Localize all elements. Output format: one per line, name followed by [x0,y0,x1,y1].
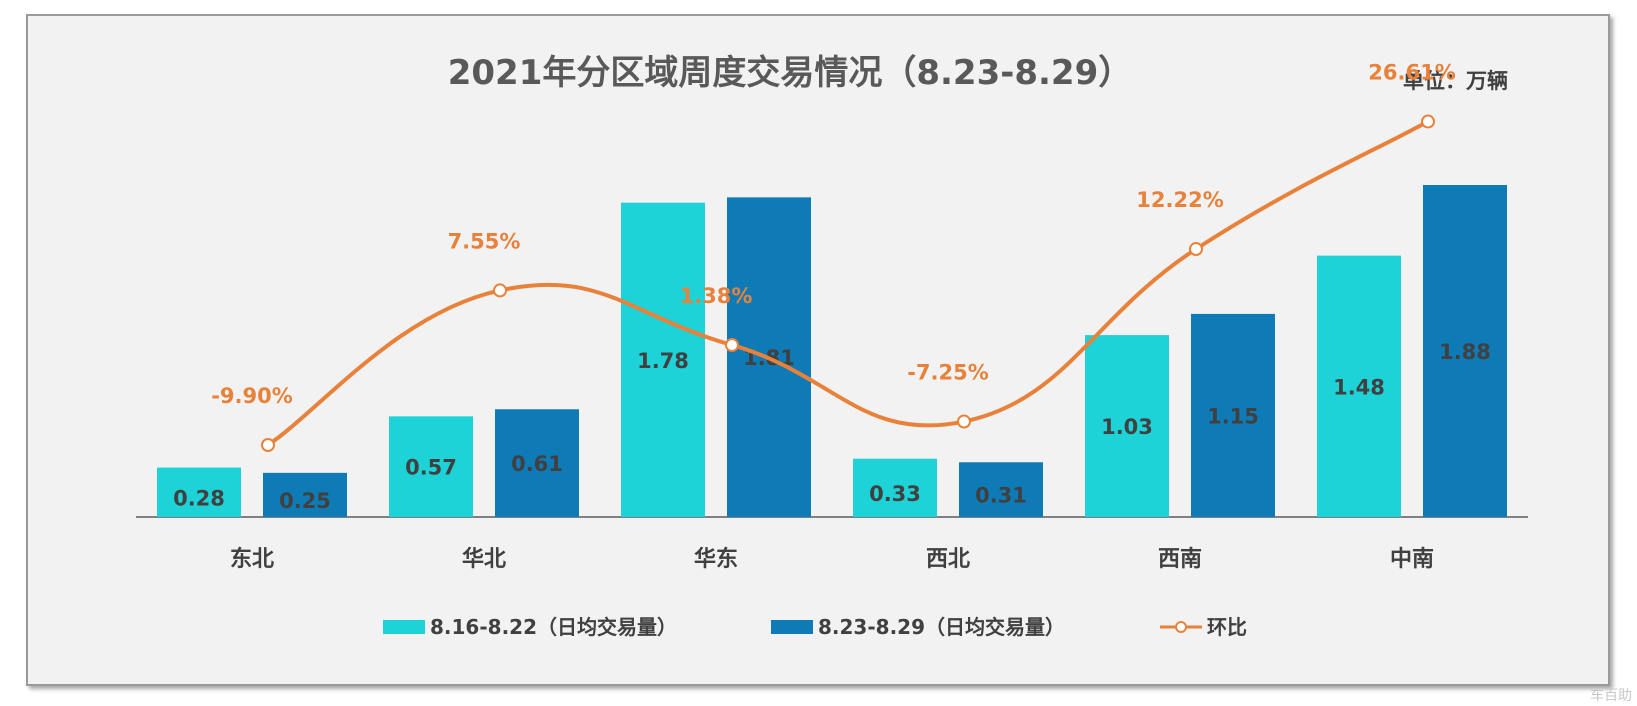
bar-2-4 [1191,313,1275,517]
legend-label-series2: 8.23-8.29（日均交易量） [818,615,1065,639]
legend-line-dot [1175,621,1187,633]
watermark: 车百助 [1590,687,1632,704]
chart-title: 2021年分区域周度交易情况（8.23-8.29） [448,53,1133,93]
bar-label-2-3: 0.31 [975,484,1027,508]
bar-label-2-1: 0.61 [511,452,563,476]
line-label-5: 26.61% [1368,61,1455,85]
bar-1-4 [1085,335,1169,517]
bar-label-2-4: 1.15 [1207,404,1259,428]
line-label-0: -9.90% [211,384,293,408]
bar-2-3 [959,462,1043,517]
bar-1-3 [853,458,937,517]
category-label-4: 西南 [1158,547,1202,572]
legend-label-line: 环比 [1207,615,1247,639]
bar-labels-group: 0.28 0.250.57 0.611.78 1.810.33 0.311.03 1.15… [173,340,1491,513]
bar-1-2 [621,202,705,517]
line-label-2: 1.38% [680,284,753,308]
line-label-3: -7.25% [907,361,989,385]
bar-2-1 [495,409,579,517]
bar-label-2-5: 1.88 [1439,340,1491,364]
bar-label-1-1: 0.57 [405,456,457,480]
bar-label-1-3: 0.33 [869,482,921,506]
line-point-5 [1421,114,1435,129]
bar-1-5 [1317,255,1401,517]
line-label-1: 7.55% [448,229,521,253]
line-point-1 [493,283,507,298]
category-labels-group: 东北 华北 华东 西北 西南 中南 [230,546,1434,572]
line-series-path [266,119,1429,447]
category-label-0: 东北 [230,546,274,572]
line-label-4: 12.22% [1136,188,1223,212]
bar-1-1 [389,416,473,517]
line-series-group: -9.90% 7.55% 1.38% -7.25% 12.22% 26.61% [211,61,1456,452]
bar-label-1-0: 0.28 [173,486,225,510]
bar-2-0 [263,472,347,517]
bar-label-2-0: 0.25 [279,489,331,513]
bar-label-1-4: 1.03 [1101,415,1153,439]
legend-swatch-series1 [383,620,425,634]
bar-label-1-2: 1.78 [637,349,689,373]
legend-label-series1: 8.16-8.22（日均交易量） [430,615,677,639]
bars-group [157,185,1507,518]
category-label-2: 华东 [694,546,738,572]
category-label-1: 华北 [462,546,506,572]
legend: 8.16-8.22（日均交易量） 8.23-8.29（日均交易量） 环比 [383,615,1247,639]
line-point-4 [1189,242,1203,257]
line-point-3 [957,414,971,429]
line-point-0 [261,438,275,452]
bar-label-1-5: 1.48 [1333,375,1385,399]
category-label-5: 中南 [1390,547,1434,572]
bar-1-0 [157,467,241,517]
line-point-2 [725,338,739,353]
bar-2-5 [1423,185,1507,517]
category-label-3: 西北 [926,547,970,572]
legend-swatch-series2 [771,620,813,634]
unit-label: 单位：万辆 [1403,69,1508,93]
